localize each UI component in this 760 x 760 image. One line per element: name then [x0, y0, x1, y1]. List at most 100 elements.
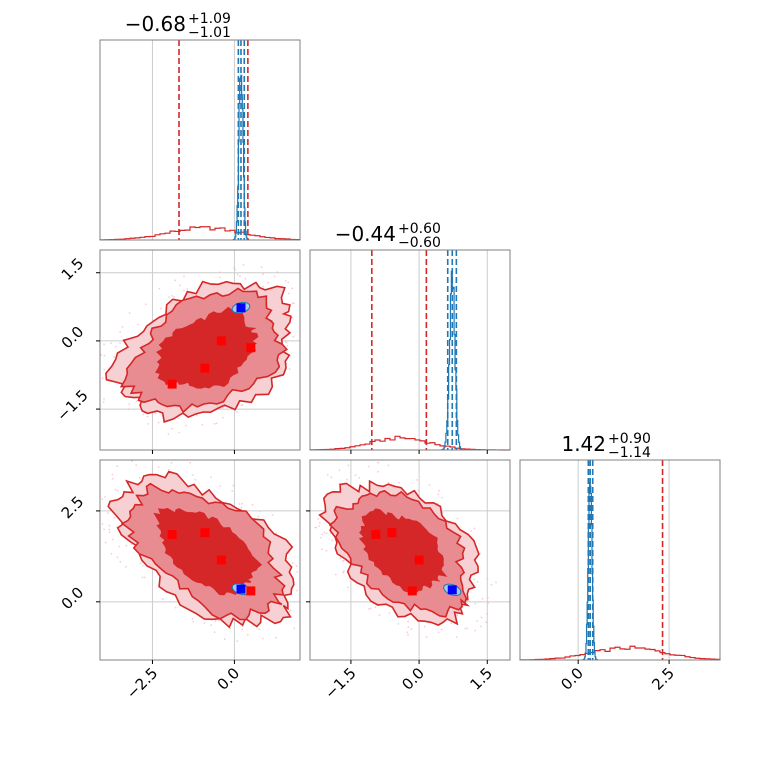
sample-point	[214, 619, 217, 622]
tick-label-x: 1.5	[467, 664, 497, 694]
sample-point	[276, 271, 279, 273]
sample-point	[236, 273, 239, 276]
sample-point	[464, 627, 467, 630]
sample-point	[111, 538, 114, 541]
sample-point	[179, 284, 182, 287]
sample-point	[288, 292, 290, 295]
sample-point	[246, 633, 249, 636]
sample-point	[210, 624, 213, 626]
sample-point	[257, 515, 260, 518]
sample-point	[440, 628, 443, 631]
sample-point	[338, 469, 341, 472]
sample-point	[113, 356, 116, 358]
title-upper-0: +1.09	[188, 11, 231, 27]
sample-point	[171, 295, 174, 297]
sample-point	[473, 527, 476, 530]
sample-point	[171, 427, 174, 430]
sample-point	[111, 477, 114, 480]
sample-point	[110, 552, 113, 555]
sample-point	[455, 636, 458, 638]
sample-point	[222, 416, 224, 419]
sample-point	[174, 279, 177, 282]
sample-point	[262, 285, 265, 288]
marker-red	[407, 586, 417, 596]
panel-frame	[99, 39, 301, 241]
sample-point	[437, 493, 440, 496]
sample-point	[160, 307, 162, 310]
sample-point	[215, 422, 218, 425]
sample-point	[304, 589, 306, 591]
sample-point	[192, 620, 195, 623]
sample-point	[387, 481, 390, 484]
sample-point	[173, 296, 175, 298]
contour-red-2	[358, 508, 448, 595]
tick-label-x: 0.0	[214, 664, 244, 694]
panel-bg	[100, 40, 300, 240]
sample-point	[293, 627, 296, 630]
sample-point	[437, 631, 440, 634]
panel-frame	[99, 459, 301, 661]
sample-point	[146, 415, 149, 418]
sample-point	[291, 302, 294, 305]
marker-red	[246, 343, 256, 353]
panel-p1_p2	[309, 459, 511, 661]
sample-point	[288, 610, 291, 613]
sample-point	[296, 589, 298, 592]
sample-point	[303, 556, 305, 558]
sample-point	[242, 264, 245, 266]
sample-point	[354, 474, 357, 476]
sample-point	[131, 460, 134, 462]
hist-red-0	[99, 226, 301, 241]
contour-red-2	[153, 507, 263, 596]
sample-point	[108, 531, 111, 534]
sample-point	[296, 571, 299, 573]
sample-point	[321, 548, 324, 551]
sample-point	[374, 606, 377, 609]
sample-point	[167, 433, 170, 435]
sample-point	[347, 464, 350, 467]
sample-point	[342, 571, 345, 574]
sample-point	[220, 408, 222, 410]
marker-blue	[236, 584, 246, 594]
sample-point	[100, 353, 102, 356]
sample-point	[241, 403, 244, 406]
sample-point	[466, 627, 469, 630]
sample-point	[162, 598, 164, 600]
sample-point	[107, 512, 109, 514]
sample-point	[260, 266, 263, 269]
sample-point	[428, 484, 431, 486]
sample-point	[339, 557, 342, 560]
sample-point	[261, 637, 264, 640]
sample-point	[318, 522, 321, 524]
sample-point	[167, 468, 170, 471]
sample-point	[397, 623, 400, 625]
sample-point	[358, 477, 361, 479]
panel-content	[101, 460, 306, 642]
sample-point	[177, 417, 180, 420]
tick-label-y: 0.0	[58, 323, 88, 353]
sample-point	[346, 478, 348, 481]
hist-blue-2	[582, 482, 599, 661]
sample-point	[490, 583, 493, 586]
sample-point	[486, 596, 489, 599]
sample-point	[407, 633, 409, 636]
marker-red	[167, 379, 177, 389]
marker-red	[216, 555, 226, 565]
sample-point	[273, 275, 276, 278]
sample-point	[306, 317, 308, 319]
sample-point	[135, 464, 138, 466]
sample-point	[183, 289, 185, 292]
sample-point	[118, 545, 121, 548]
sample-point	[108, 524, 111, 527]
sample-point	[125, 544, 128, 547]
sample-point	[119, 560, 122, 563]
sample-point	[302, 294, 304, 296]
sample-point	[157, 421, 160, 424]
sample-point	[135, 400, 138, 403]
sample-point	[481, 597, 484, 600]
sample-point	[239, 275, 241, 277]
title-lower-1: −0.60	[398, 235, 441, 251]
marker-red	[387, 528, 397, 538]
sample-point	[147, 423, 150, 425]
sample-point	[330, 476, 333, 479]
